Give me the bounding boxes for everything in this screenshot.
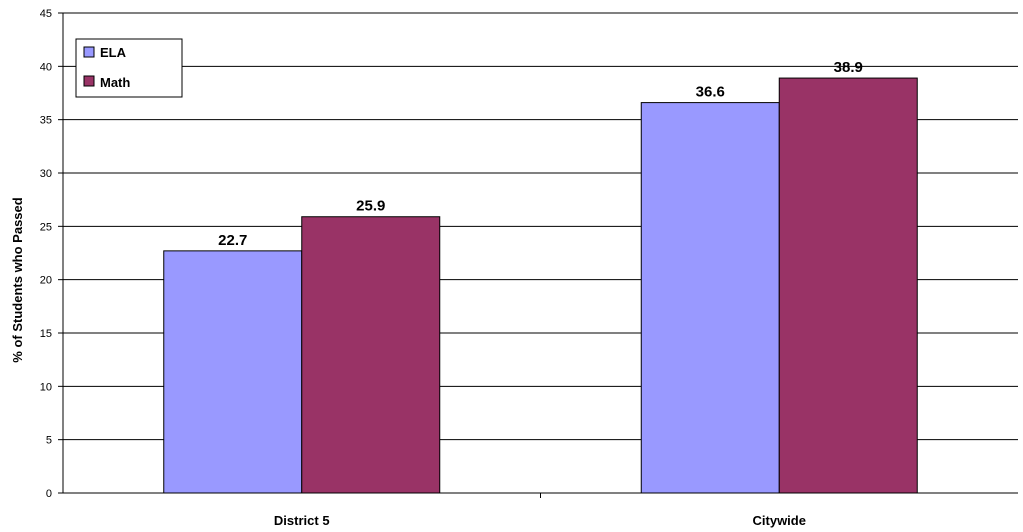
bar-math-2 (778, 77, 918, 494)
y-axis-title: % of Students who Passed (10, 197, 25, 362)
legend-label-ela: ELA (100, 45, 127, 60)
bar-ela-2 (640, 102, 780, 494)
y-tick-label: 20 (40, 275, 52, 287)
data-label-ela-1: 22.7 (218, 232, 247, 249)
bar-math-1 (301, 216, 441, 494)
bars (163, 77, 918, 494)
y-tick-label: 40 (40, 61, 52, 73)
y-tick-label: 35 (40, 115, 52, 127)
legend-swatch-math (83, 75, 95, 87)
legend-label-math: Math (100, 75, 130, 90)
data-label-math-2: 38.9 (834, 59, 863, 76)
data-labels: 22.7 25.9 36.6 38.9 (218, 59, 863, 249)
y-tick-label: 5 (46, 435, 52, 447)
y-tick-label: 30 (40, 168, 52, 180)
legend-swatch-ela (83, 46, 95, 58)
y-tick-label: 15 (40, 328, 52, 340)
legend: ELA Math (75, 38, 183, 98)
y-tick-label: 0 (46, 488, 52, 500)
x-category-label: Citywide (753, 513, 806, 528)
data-label-ela-2: 36.6 (696, 84, 725, 101)
bar-ela-1 (163, 250, 303, 494)
y-tick-label: 10 (40, 381, 52, 393)
data-label-math-1: 25.9 (356, 198, 385, 215)
y-tick-label: 45 (40, 8, 52, 20)
y-tick-label: 25 (40, 221, 52, 233)
x-category-label: District 5 (274, 513, 330, 528)
